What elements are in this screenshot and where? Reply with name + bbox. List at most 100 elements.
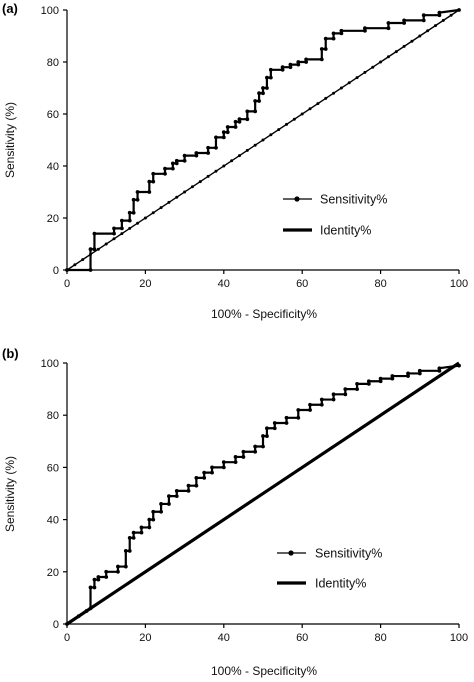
sensitivity-point-b: [355, 381, 359, 386]
x-tick-label-b: 80: [374, 632, 386, 644]
sensitivity-point-a: [237, 119, 242, 124]
sensitivity-point-a: [163, 171, 167, 176]
sensitivity-point-a: [174, 161, 179, 166]
y-tick-label-b: 100: [41, 358, 59, 370]
sensitivity-point-a: [163, 166, 167, 171]
y-tick-label-a: 60: [47, 109, 59, 121]
identity-point-a: [73, 263, 77, 267]
x-axis-title-a: 100% - Specificity%: [211, 307, 317, 321]
sensitivity-point-a: [147, 179, 152, 184]
identity-point-a: [183, 190, 187, 194]
identity-point-a: [410, 39, 414, 43]
sensitivity-point-a: [268, 67, 273, 72]
y-tick-label-b: 80: [47, 410, 59, 422]
sensitivity-point-a: [225, 130, 230, 135]
sensitivity-point-b: [65, 622, 69, 626]
identity-point-a: [441, 18, 445, 22]
sensitivity-point-b: [174, 488, 179, 493]
sensitivity-point-b: [194, 475, 199, 480]
x-tick-label-b: 0: [64, 632, 70, 644]
sensitivity-point-b: [272, 426, 277, 431]
plot-area-a: 0 20 40 60 80 100 0 20 40 60 80 100: [41, 5, 469, 290]
sensitivity-point-b: [241, 449, 246, 454]
sensitivity-point-b: [116, 569, 120, 574]
sensitivity-point-b: [202, 470, 207, 475]
sensitivity-point-b: [186, 488, 191, 493]
sensitivity-point-b: [167, 502, 171, 506]
sensitivity-point-a: [112, 226, 116, 231]
sensitivity-point-a: [253, 109, 258, 114]
identity-point-a: [285, 122, 289, 126]
sensitivity-point-a: [323, 47, 328, 51]
sensitivity-point-a: [265, 75, 269, 80]
sensitivity-point-a: [323, 36, 328, 41]
identity-point-a: [277, 128, 281, 132]
y-tick-label-a: 0: [53, 265, 59, 277]
sensitivity-point-b: [390, 374, 395, 378]
sensitivity-point-b: [167, 494, 171, 499]
identity-point-a: [222, 164, 226, 168]
y-tick-label-a: 40: [47, 161, 59, 173]
sensitivity-point-a: [363, 26, 367, 31]
identity-point-a: [261, 138, 265, 142]
identity-point-a: [386, 55, 390, 59]
identity-point-a: [418, 34, 422, 38]
sensitivity-point-b: [261, 434, 265, 438]
sensitivity-point-a: [119, 226, 124, 231]
sensitivity-point-b: [76, 614, 81, 619]
identity-point-a: [112, 237, 116, 241]
sensitivity-point-a: [127, 218, 132, 223]
sensitivity-point-b: [355, 387, 359, 391]
sensitivity-point-b: [88, 606, 93, 611]
legend-label-identity-a: Identity%: [320, 224, 371, 238]
sensitivity-point-a: [331, 36, 336, 41]
sensitivity-point-a: [331, 31, 336, 36]
identity-point-a: [300, 112, 304, 116]
sensitivity-point-b: [221, 460, 226, 465]
y-tick-label-a: 80: [47, 57, 59, 69]
sensitivity-point-a: [131, 210, 136, 215]
x-tick-label-a: 0: [64, 278, 70, 290]
legend-a: Sensitivity% Identity%: [283, 193, 387, 238]
sensitivity-point-b: [131, 535, 136, 540]
sensitivity-point-a: [296, 62, 301, 67]
sensitivity-point-b: [319, 397, 324, 402]
sensitivity-point-b: [331, 392, 336, 397]
identity-point-a: [206, 174, 210, 178]
identity-point-a: [402, 44, 406, 48]
sensitivity-point-a: [194, 153, 199, 158]
identity-point-a: [308, 107, 312, 111]
x-tick-label-b: 40: [218, 632, 230, 644]
x-tick-label-b: 60: [296, 632, 308, 644]
legend-label-sensitivity-a: Sensitivity%: [320, 193, 387, 207]
sensitivity-point-a: [119, 218, 124, 223]
sensitivity-point-b: [378, 379, 383, 384]
x-tick-label-a: 20: [139, 278, 151, 290]
panel-label-b: (b): [2, 346, 19, 361]
identity-point-a: [104, 242, 108, 246]
identity-point-a: [136, 221, 140, 225]
sensitivity-point-a: [261, 86, 265, 90]
identity-point-a: [175, 195, 179, 199]
sensitivity-point-a: [386, 21, 391, 25]
sensitivity-point-a: [319, 57, 324, 62]
sensitivity-point-b: [406, 371, 410, 376]
sensitivity-point-a: [421, 18, 426, 23]
identity-point-a: [151, 211, 155, 215]
sensitivity-point-b: [241, 455, 246, 459]
sensitivity-point-a: [280, 65, 285, 70]
sensitivity-point-a: [233, 119, 238, 124]
identity-point-a: [253, 143, 257, 147]
sensitivity-point-a: [174, 158, 179, 163]
sensitivity-point-a: [268, 75, 273, 80]
sensitivity-point-a: [206, 145, 211, 150]
sensitivity-point-a: [402, 21, 407, 25]
sensitivity-point-b: [104, 569, 109, 574]
sensitivity-point-b: [253, 449, 258, 454]
identity-line-b: [66, 361, 460, 626]
sensitivity-point-b: [390, 376, 395, 381]
y-tick-label-a: 20: [47, 213, 59, 225]
sensitivity-point-b: [331, 397, 336, 402]
sensitivity-point-a: [182, 153, 187, 158]
identity-point-a: [332, 91, 336, 95]
